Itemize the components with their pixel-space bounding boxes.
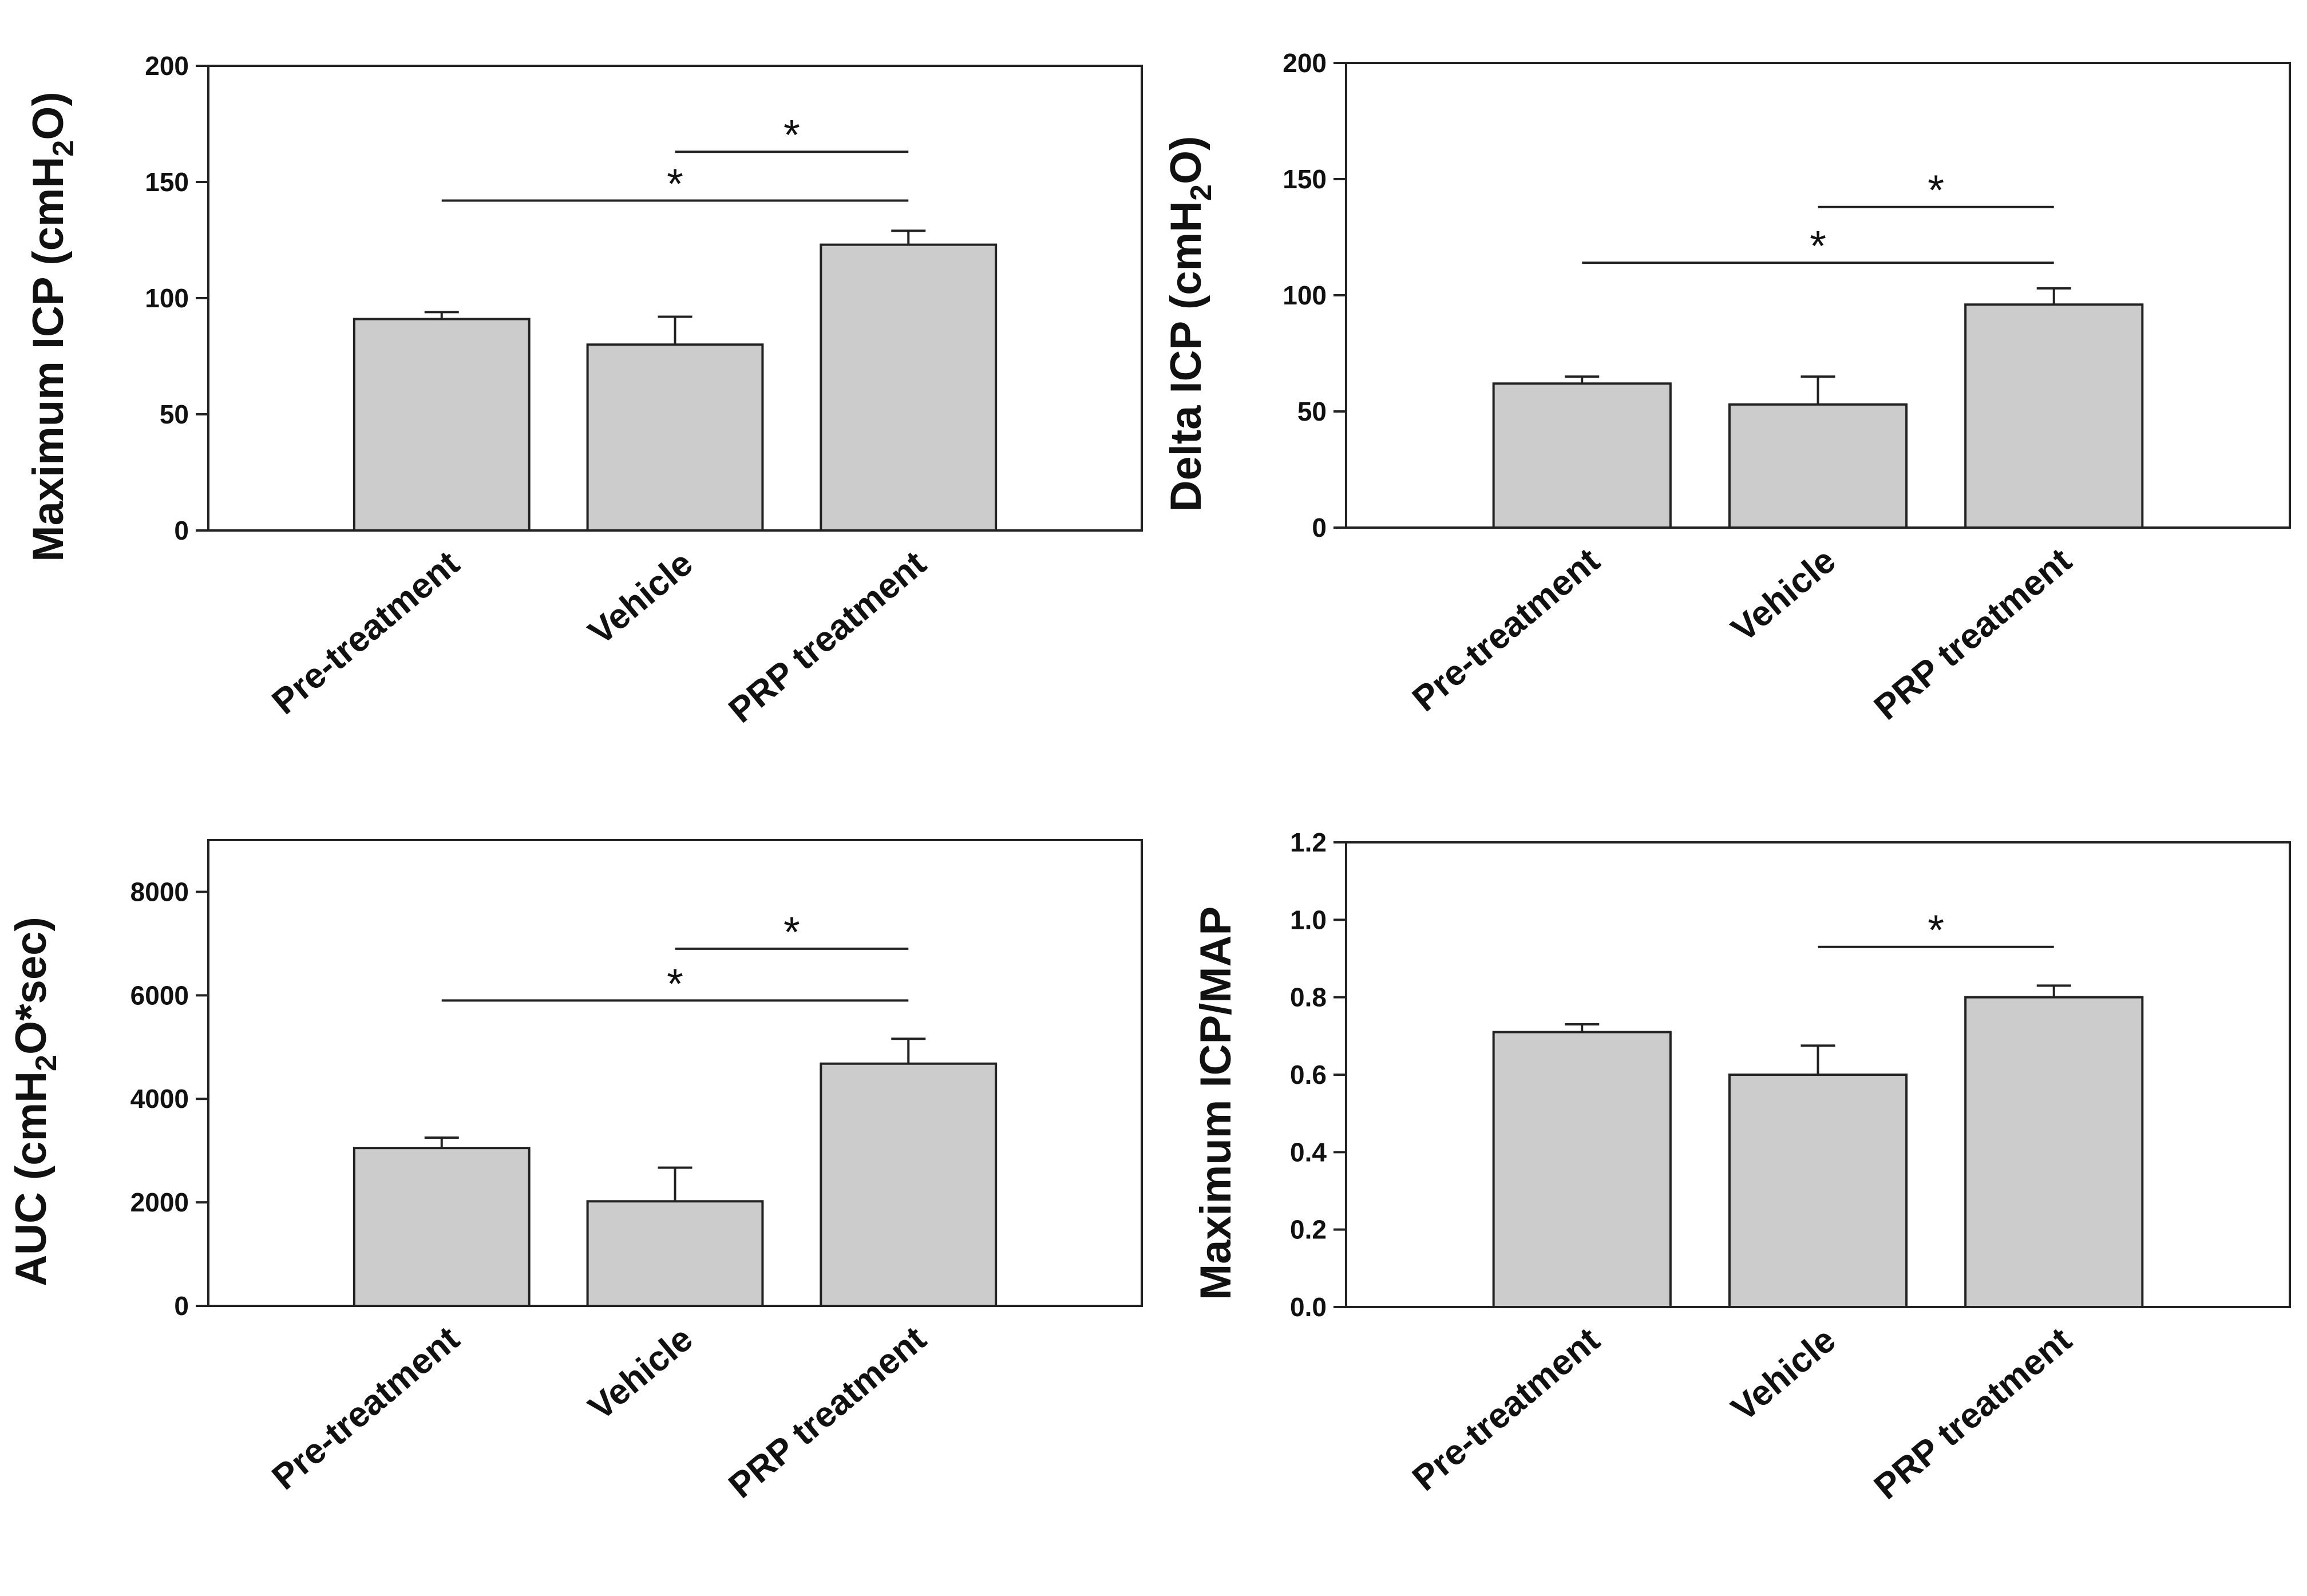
category-label-vehicle: Vehicle [1724, 1320, 1843, 1429]
y-tick-label: 0 [174, 1291, 189, 1321]
y-axis-title: AUC (cmH2O*sec) [7, 917, 63, 1286]
significance-star: * [783, 111, 800, 159]
y-tick-label: 150 [145, 167, 189, 197]
significance-star: * [1928, 167, 1944, 214]
y-tick-label: 0 [1312, 513, 1327, 542]
category-label-prp-treatment: PRP treatment [721, 1319, 933, 1506]
y-axis-title-end: O*sec) [7, 917, 56, 1055]
y-tick-label: 4000 [130, 1084, 189, 1114]
y-tick-label: 200 [145, 51, 189, 81]
y-tick-label: 8000 [130, 877, 189, 906]
category-label-prp-treatment: PRP treatment [1867, 1320, 2079, 1507]
y-tick-label: 6000 [130, 980, 189, 1010]
y-tick-label: 0.0 [1290, 1292, 1327, 1322]
category-label-pre-treatment: Pre-treatment [1405, 1320, 1607, 1499]
y-axis-title-subscript: 2 [1185, 184, 1218, 201]
y-tick-label: 1.2 [1290, 827, 1327, 857]
y-tick-label: 50 [1297, 397, 1327, 426]
y-axis-title-subscript: 2 [47, 140, 80, 157]
y-axis-title-end: O) [24, 92, 73, 140]
bar-vehicle [1728, 403, 1908, 529]
bar-vehicle [586, 343, 764, 532]
bar-prp-treatment [1964, 996, 2144, 1308]
y-axis-title: Maximum ICP (cmH2O) [24, 92, 80, 561]
y-axis-title-main: Delta ICP (cmH [1162, 201, 1210, 512]
significance-star: * [1928, 906, 1944, 954]
bar-pre-treatment [1492, 1031, 1672, 1308]
y-axis-title-main: Maximum ICP/MAP [1192, 906, 1240, 1300]
bar-vehicle [1728, 1074, 1908, 1308]
y-tick-label: 150 [1283, 164, 1327, 194]
category-label-vehicle: Vehicle [581, 1319, 700, 1428]
bar-pre-treatment [353, 1147, 531, 1307]
category-label-pre-treatment: Pre-treatment [265, 544, 467, 722]
category-label-vehicle: Vehicle [581, 544, 700, 652]
significance-star: * [667, 960, 683, 1007]
category-label-prp-treatment: PRP treatment [721, 544, 933, 731]
y-tick-label: 100 [1283, 280, 1327, 310]
y-tick-label: 0.6 [1290, 1060, 1327, 1090]
panel-auc: 0 2000 4000 6000 8000 Pre-treatment Vehicle PRP… [7, 839, 1143, 1506]
bar-pre-treatment [1492, 382, 1672, 529]
significance-star: * [667, 160, 683, 207]
y-tick-label: 100 [145, 283, 189, 313]
panel-maximum-icp: 0 50 100 150 200 Pre-treatment Vehicle PRP trea… [24, 51, 1143, 731]
significance-star: * [783, 908, 800, 956]
y-axis-title-main: AUC (cmH [7, 1071, 56, 1286]
category-label-vehicle: Vehicle [1724, 541, 1843, 650]
bar-prp-treatment [820, 1062, 998, 1307]
y-tick-label: 200 [1283, 48, 1327, 78]
y-axis-title: Delta ICP (cmH2O) [1162, 136, 1218, 512]
bar-prp-treatment [1964, 303, 2144, 529]
bar-prp-treatment [820, 243, 998, 532]
y-tick-label: 50 [160, 399, 189, 429]
y-tick-label: 0.4 [1290, 1137, 1327, 1167]
category-label-pre-treatment: Pre-treatment [1405, 541, 1607, 719]
significance-star: * [1810, 222, 1826, 270]
y-tick-label: 2000 [130, 1187, 189, 1217]
y-axis-title-subscript: 2 [30, 1055, 63, 1071]
y-tick-label: 0 [174, 516, 189, 545]
y-tick-label: 1.0 [1290, 905, 1327, 934]
category-label-pre-treatment: Pre-treatment [265, 1319, 467, 1498]
y-axis-title: Maximum ICP/MAP [1192, 906, 1240, 1300]
panel-maximum-icp-map: 0.0 0.2 0.4 0.6 0.8 1.0 1.2 Pre-treatment Vehicl… [1192, 827, 2291, 1507]
bar-pre-treatment [353, 318, 531, 532]
y-axis-title-end: O) [1162, 136, 1210, 184]
panel-delta-icp: 0 50 100 150 200 Pre-treatment Vehicle PRP trea… [1162, 48, 2291, 728]
y-tick-label: 0.2 [1290, 1215, 1327, 1245]
bar-vehicle [586, 1200, 764, 1308]
category-label-prp-treatment: PRP treatment [1867, 541, 2079, 728]
y-tick-label: 0.8 [1290, 983, 1327, 1012]
y-axis-title-main: Maximum ICP (cmH [24, 157, 73, 562]
